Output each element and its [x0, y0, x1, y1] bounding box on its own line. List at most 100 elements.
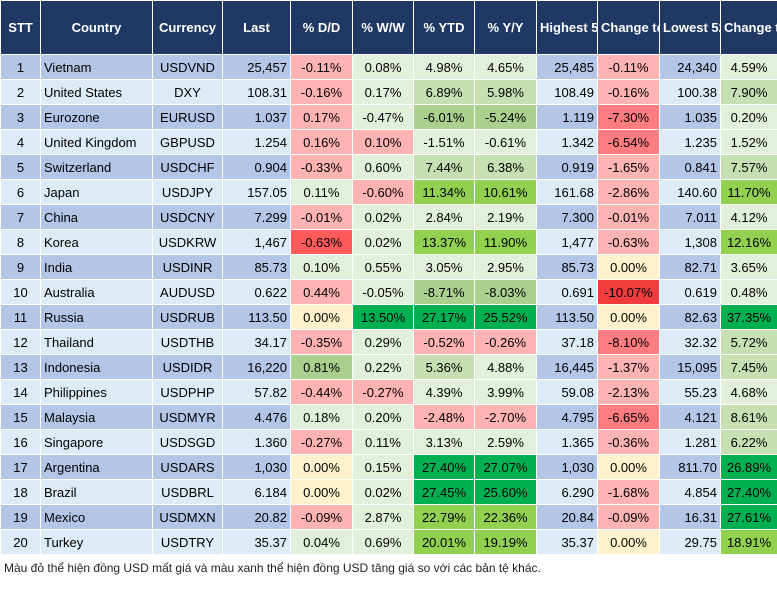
cell-chg-h52w: -6.65%	[597, 404, 660, 430]
cell-country: Philippines	[40, 379, 153, 405]
cell-dd: -0.35%	[290, 329, 353, 355]
cell-currency: USDIDR	[152, 354, 223, 380]
cell-yy: -2.70%	[474, 404, 537, 430]
cell-yy: 2.19%	[474, 204, 537, 230]
cell-currency: USDINR	[152, 254, 223, 280]
cell-ytd: -1.51%	[413, 129, 475, 155]
table-row: 10 Australia AUDUSD 0.622 0.44% -0.05% -8.71% -…	[0, 279, 777, 305]
cell-currency: DXY	[152, 79, 223, 105]
cell-country: Russia	[40, 304, 153, 330]
cell-dd: -0.63%	[290, 229, 353, 255]
cell-chg-l52w: 12.16%	[720, 229, 777, 255]
cell-stt: 15	[0, 404, 41, 430]
cell-chg-h52w: -7.30%	[597, 104, 660, 130]
table-row: 20 Turkey USDTRY 35.37 0.04% 0.69% 20.01% 19.19…	[0, 529, 777, 555]
cell-ytd: 20.01%	[413, 529, 475, 555]
cell-chg-h52w: -0.09%	[597, 504, 660, 530]
cell-last: 16,220	[222, 354, 291, 380]
cell-stt: 12	[0, 329, 41, 355]
currency-table: STT Country Currency Last% D/D% W/W% YTD% Y…	[0, 0, 777, 555]
cell-country: Brazil	[40, 479, 153, 505]
cell-high52w: 25,485	[536, 54, 598, 80]
cell-currency: USDMXN	[152, 504, 223, 530]
cell-stt: 1	[0, 54, 41, 80]
cell-high52w: 6.290	[536, 479, 598, 505]
cell-ytd: 4.39%	[413, 379, 475, 405]
cell-dd: 0.44%	[290, 279, 353, 305]
cell-last: 0.622	[222, 279, 291, 305]
cell-chg-l52w: 7.45%	[720, 354, 777, 380]
cell-stt: 16	[0, 429, 41, 455]
cell-low52w: 100.38	[659, 79, 721, 105]
cell-ww: 0.22%	[352, 354, 414, 380]
cell-ww: 0.60%	[352, 154, 414, 180]
cell-ww: 0.02%	[352, 229, 414, 255]
cell-ww: 0.15%	[352, 454, 414, 480]
cell-ww: -0.27%	[352, 379, 414, 405]
cell-last: 7.299	[222, 204, 291, 230]
cell-yy: 2.59%	[474, 429, 537, 455]
cell-last: 1.254	[222, 129, 291, 155]
cell-chg-l52w: 7.57%	[720, 154, 777, 180]
cell-chg-h52w: -0.11%	[597, 54, 660, 80]
cell-ytd: 4.98%	[413, 54, 475, 80]
cell-high52w: 108.49	[536, 79, 598, 105]
table-row: 16 Singapore USDSGD 1.360 -0.27% 0.11% 3.13% 2.…	[0, 429, 777, 455]
cell-currency: EURUSD	[152, 104, 223, 130]
cell-dd: -0.33%	[290, 154, 353, 180]
cell-high52w: 0.919	[536, 154, 598, 180]
cell-dd: 0.18%	[290, 404, 353, 430]
cell-chg-l52w: 6.22%	[720, 429, 777, 455]
cell-low52w: 32.32	[659, 329, 721, 355]
cell-high52w: 1.119	[536, 104, 598, 130]
cell-currency: USDCHF	[152, 154, 223, 180]
cell-ww: 0.10%	[352, 129, 414, 155]
cell-ww: -0.47%	[352, 104, 414, 130]
cell-ytd: -0.52%	[413, 329, 475, 355]
table-row: 4 United Kingdom GBPUSD 1.254 0.16% 0.10% -1.5…	[0, 129, 777, 155]
cell-last: 57.82	[222, 379, 291, 405]
cell-last: 108.31	[222, 79, 291, 105]
cell-stt: 17	[0, 454, 41, 480]
cell-ytd: 11.34%	[413, 179, 475, 205]
header-low52w: Lowest 52W	[659, 0, 721, 55]
cell-currency: USDSGD	[152, 429, 223, 455]
cell-dd: -0.01%	[290, 204, 353, 230]
cell-last: 35.37	[222, 529, 291, 555]
header-last: Last	[222, 0, 291, 55]
cell-high52w: 4.795	[536, 404, 598, 430]
cell-ytd: 5.36%	[413, 354, 475, 380]
cell-stt: 3	[0, 104, 41, 130]
cell-chg-h52w: -8.10%	[597, 329, 660, 355]
cell-chg-l52w: 4.12%	[720, 204, 777, 230]
header-chg-h52w: Change to H52W	[597, 0, 660, 55]
cell-dd: -0.16%	[290, 79, 353, 105]
cell-currency: USDTHB	[152, 329, 223, 355]
cell-yy: -0.61%	[474, 129, 537, 155]
cell-dd: 0.16%	[290, 129, 353, 155]
cell-dd: 0.00%	[290, 454, 353, 480]
cell-stt: 8	[0, 229, 41, 255]
cell-chg-l52w: 8.61%	[720, 404, 777, 430]
cell-ww: 13.50%	[352, 304, 414, 330]
cell-yy: 6.38%	[474, 154, 537, 180]
cell-currency: USDBRL	[152, 479, 223, 505]
cell-low52w: 0.619	[659, 279, 721, 305]
cell-country: Korea	[40, 229, 153, 255]
cell-ytd: -8.71%	[413, 279, 475, 305]
cell-last: 20.82	[222, 504, 291, 530]
cell-last: 113.50	[222, 304, 291, 330]
cell-yy: -5.24%	[474, 104, 537, 130]
cell-low52w: 1.281	[659, 429, 721, 455]
cell-ww: 0.69%	[352, 529, 414, 555]
cell-yy: 3.99%	[474, 379, 537, 405]
cell-ww: -0.60%	[352, 179, 414, 205]
cell-low52w: 4.854	[659, 479, 721, 505]
cell-yy: 5.98%	[474, 79, 537, 105]
cell-currency: USDPHP	[152, 379, 223, 405]
cell-ytd: 27.17%	[413, 304, 475, 330]
cell-ytd: 3.13%	[413, 429, 475, 455]
table-row: 3 Eurozone EURUSD 1.037 0.17% -0.47% -6.01% -5.…	[0, 104, 777, 130]
cell-yy: 25.60%	[474, 479, 537, 505]
cell-last: 0.904	[222, 154, 291, 180]
